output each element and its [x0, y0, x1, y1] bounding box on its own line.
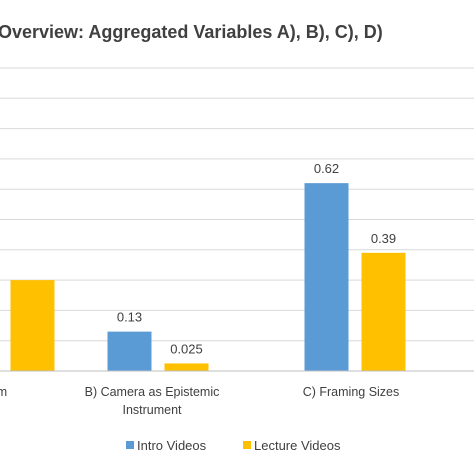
data-label: 0.39	[371, 231, 396, 246]
legend-label: Lecture Videos	[254, 438, 341, 453]
category-label: B) Camera as Epistemic	[85, 385, 220, 399]
bar-intro-2	[304, 183, 349, 371]
bar-intro-1	[107, 331, 152, 371]
category-label: C) Framing Sizes	[303, 385, 400, 399]
data-label: 0.62	[314, 161, 339, 176]
bar-lecture-2	[361, 252, 406, 371]
data-label: 0.025	[170, 341, 203, 356]
gridlines	[0, 67, 474, 342]
x-axis: m B) Camera as Epistemic Instrument C) Fram…	[0, 370, 474, 417]
legend-swatch	[243, 441, 251, 449]
bar-lecture-1	[164, 363, 209, 371]
bar-lecture-0	[10, 280, 55, 371]
category-label: Instrument	[122, 403, 182, 417]
data-labels: 0.13 0.62 0.025 0.39	[117, 161, 396, 356]
category-label: m	[0, 385, 7, 399]
chart-title: Overview: Aggregated Variables A), B), C…	[0, 22, 383, 42]
legend-swatch	[126, 441, 134, 449]
data-label: 0.13	[117, 310, 142, 325]
bars	[10, 183, 406, 371]
legend: Intro Videos Lecture Videos	[126, 438, 341, 453]
legend-label: Intro Videos	[137, 438, 207, 453]
